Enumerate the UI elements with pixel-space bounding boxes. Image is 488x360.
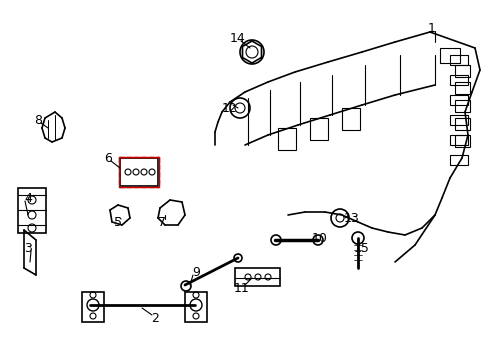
- Bar: [235, 268, 280, 286]
- Bar: [309, 118, 327, 140]
- Text: 9: 9: [192, 266, 200, 279]
- Bar: [454, 135, 469, 147]
- Bar: [119, 157, 159, 187]
- Text: 15: 15: [353, 242, 369, 255]
- Text: 5: 5: [114, 216, 122, 229]
- Bar: [454, 100, 469, 112]
- Text: 1: 1: [427, 22, 435, 35]
- Bar: [449, 95, 467, 105]
- Bar: [449, 55, 467, 65]
- Bar: [454, 65, 469, 77]
- Text: 7: 7: [158, 216, 165, 229]
- Bar: [449, 135, 467, 145]
- Bar: [449, 155, 467, 165]
- Bar: [449, 75, 467, 85]
- Text: 12: 12: [222, 102, 237, 114]
- Text: 11: 11: [234, 282, 249, 294]
- Bar: [439, 48, 459, 63]
- Bar: [184, 292, 206, 322]
- Bar: [341, 108, 359, 130]
- Text: 2: 2: [151, 311, 159, 324]
- Text: 4: 4: [24, 192, 32, 204]
- Text: 6: 6: [104, 152, 112, 165]
- Bar: [454, 82, 469, 94]
- Bar: [82, 292, 104, 322]
- Text: 14: 14: [230, 32, 245, 45]
- Bar: [18, 188, 46, 233]
- Text: 3: 3: [24, 242, 32, 255]
- Text: 8: 8: [34, 113, 42, 126]
- Text: 13: 13: [344, 212, 359, 225]
- Bar: [454, 118, 469, 130]
- Bar: [449, 115, 467, 125]
- Bar: [278, 128, 295, 150]
- Bar: [120, 158, 158, 186]
- Text: 10: 10: [311, 231, 327, 244]
